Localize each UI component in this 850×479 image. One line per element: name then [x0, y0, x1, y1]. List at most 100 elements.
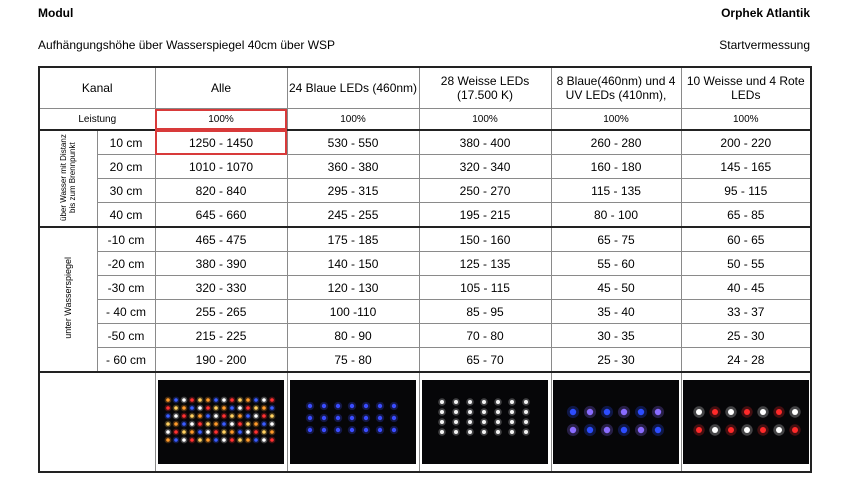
- led-dot: [254, 430, 258, 434]
- value-cell: 245 - 255: [286, 202, 420, 228]
- value-cell: 820 - 840: [154, 178, 288, 203]
- led-dot: [321, 403, 327, 409]
- value-cell: 175 - 185: [286, 226, 420, 252]
- led-dot: [270, 398, 274, 402]
- led-dot: [321, 427, 327, 433]
- value-cell: 150 - 160: [418, 226, 552, 252]
- value-cell: 33 - 37: [680, 299, 813, 324]
- led-dot: [190, 430, 194, 434]
- led-dot: [222, 438, 226, 442]
- led-dot: [246, 438, 250, 442]
- value-cell: 80 - 90: [286, 323, 420, 348]
- value-cell: 60 - 65: [680, 226, 813, 252]
- led-dot: [214, 438, 218, 442]
- led-dot: [775, 409, 782, 415]
- led-dot: [206, 438, 210, 442]
- led-dot: [440, 420, 445, 424]
- led-dot: [254, 422, 258, 426]
- value-cell: 65 - 85: [680, 202, 813, 228]
- distance-label: - 60 cm: [96, 347, 156, 373]
- led-dot: [182, 422, 186, 426]
- led-dot: [182, 414, 186, 418]
- value-cell: 260 - 280: [550, 129, 682, 155]
- distance-label: 10 cm: [96, 129, 156, 155]
- led-dot: [182, 430, 186, 434]
- value-cell: 100 -110: [286, 299, 420, 324]
- value-cell: 380 - 400: [418, 129, 552, 155]
- led-dot: [711, 409, 718, 415]
- led-dot: [206, 406, 210, 410]
- led-dot: [174, 406, 178, 410]
- led-dot: [391, 427, 397, 433]
- led-dot: [391, 415, 397, 421]
- led-dot: [254, 414, 258, 418]
- led-dot: [222, 430, 226, 434]
- led-dot: [496, 400, 501, 404]
- value-cell: 65 - 70: [418, 347, 552, 373]
- led-dot: [454, 430, 459, 434]
- led-dot: [246, 422, 250, 426]
- led-dot: [182, 398, 186, 402]
- value-cell: 25 - 30: [680, 323, 813, 348]
- value-cell: 215 - 225: [154, 323, 288, 348]
- led-dot: [190, 398, 194, 402]
- leistung-value: 100%: [550, 108, 682, 131]
- led-dot: [206, 414, 210, 418]
- distance-label: -10 cm: [96, 226, 156, 252]
- photo-row-empty: [37, 371, 156, 473]
- led-dot: [270, 430, 274, 434]
- table-row: unter Wasserspiegel -10 cm 465 - 475 175…: [38, 226, 813, 373]
- led-dot: [182, 406, 186, 410]
- column-header: 24 Blaue LEDs (460nm): [286, 66, 420, 109]
- led-dot: [349, 403, 355, 409]
- led-dot: [654, 426, 662, 434]
- led-photo-weisse: [422, 380, 549, 464]
- distance-label: 30 cm: [96, 178, 156, 203]
- value-cell: 70 - 80: [418, 323, 552, 348]
- value-cell: 85 - 95: [418, 299, 552, 324]
- led-dot: [524, 400, 529, 404]
- led-dot: [620, 426, 628, 434]
- led-dot: [637, 426, 645, 434]
- led-dot: [214, 430, 218, 434]
- led-dot: [569, 426, 577, 434]
- distance-label: - 40 cm: [96, 299, 156, 324]
- table-row: 20 cm 1010 - 1070 360 - 380 320 - 340 16…: [39, 154, 813, 179]
- table-row: -50 cm 215 - 225 80 - 90 70 - 80 30 - 35…: [39, 323, 813, 348]
- led-dot: [321, 415, 327, 421]
- led-photo-weiss-rot: [682, 380, 809, 464]
- led-dot: [510, 420, 515, 424]
- value-cell: 55 - 60: [550, 251, 682, 276]
- led-dot: [230, 422, 234, 426]
- led-dot: [166, 422, 170, 426]
- value-cell: 25 - 30: [550, 347, 682, 373]
- led-dot: [238, 406, 242, 410]
- led-dot: [206, 398, 210, 402]
- led-dot: [637, 408, 645, 416]
- led-dot: [695, 427, 702, 433]
- value-cell: 105 - 115: [418, 275, 552, 300]
- value-cell: 645 - 660: [154, 202, 288, 228]
- led-dot: [230, 438, 234, 442]
- photo-row: [37, 371, 813, 473]
- column-header: 8 Blaue(460nm) und 4 UV LEDs (410nm),: [550, 66, 682, 109]
- led-dot: [496, 430, 501, 434]
- led-dot: [166, 430, 170, 434]
- led-dot: [166, 398, 170, 402]
- led-dot: [510, 430, 515, 434]
- distance-label: -30 cm: [96, 275, 156, 300]
- led-dot: [238, 438, 242, 442]
- leistung-value-highlighted: 100%: [154, 108, 288, 131]
- led-dot: [454, 410, 459, 414]
- led-dot: [482, 400, 487, 404]
- led-photo-blau-uv: [553, 380, 680, 464]
- par-measurement-table: Kanal Alle 24 Blaue LEDs (460nm) 28 Weis…: [37, 66, 813, 473]
- value-cell: 125 - 135: [418, 251, 552, 276]
- led-dot: [206, 422, 210, 426]
- led-dot: [603, 408, 611, 416]
- led-dot: [246, 406, 250, 410]
- led-dot: [603, 426, 611, 434]
- value-cell: 115 - 135: [550, 178, 682, 203]
- led-dot: [174, 430, 178, 434]
- photo-cell: [154, 371, 288, 473]
